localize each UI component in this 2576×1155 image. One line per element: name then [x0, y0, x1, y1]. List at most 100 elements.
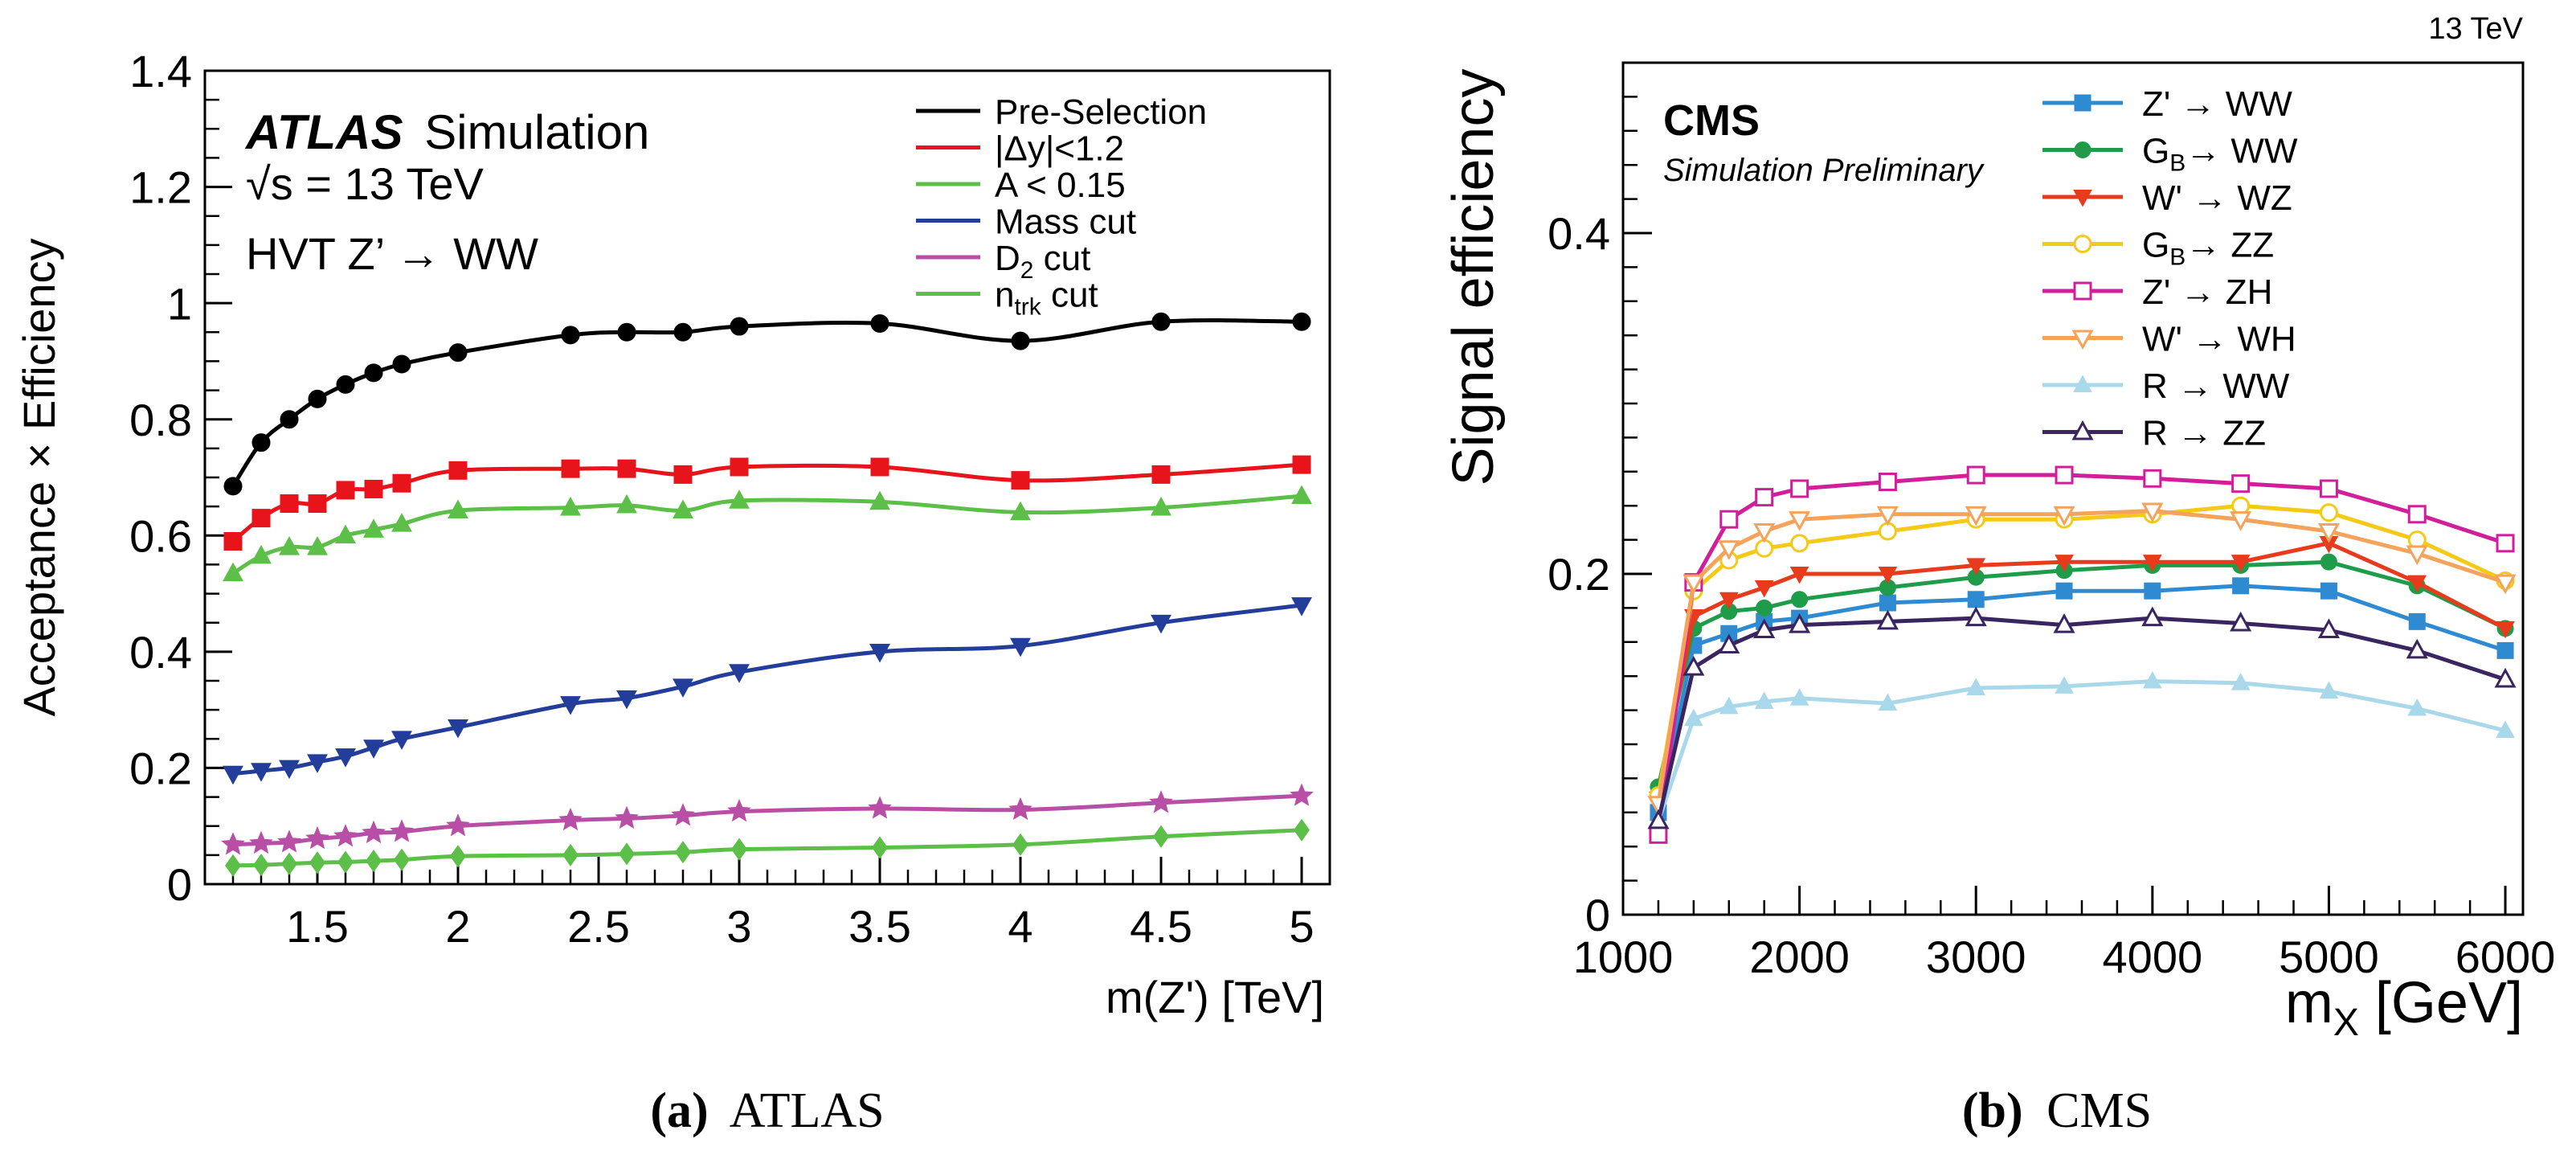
atlas-series-1-point — [561, 459, 580, 478]
cms-caption-label: (b) — [1962, 1083, 2023, 1138]
cms-series-4-point — [1878, 473, 1897, 492]
atlas-series-0-point — [223, 477, 243, 496]
cms-x-tick-label: 2000 — [1749, 932, 1850, 982]
atlas-series-2-point — [223, 562, 243, 582]
atlas-series-1-point — [617, 459, 636, 478]
atlas-series-1-point — [448, 461, 468, 480]
cms-legend-label-base: W' → WH — [2142, 319, 2296, 358]
atlas-series-4-point — [249, 830, 273, 854]
atlas-series-1-point — [251, 509, 271, 528]
cms-series-7-point — [2494, 667, 2517, 688]
atlas-x-tick-label: 4 — [1008, 901, 1032, 952]
atlas-series-4-point — [277, 829, 301, 853]
atlas-series-2-point — [448, 499, 468, 519]
cms-series-4-point — [2143, 469, 2162, 488]
atlas-legend-label-base: A < 0.15 — [995, 166, 1126, 205]
cms-legend-marker — [2073, 375, 2092, 392]
cms-series-4-point — [2055, 465, 2074, 485]
cms-legend-entry: W' → WH — [2042, 319, 2296, 358]
atlas-series-0-point — [1292, 312, 1311, 331]
atlas-series-2-point — [1291, 485, 1312, 504]
cms-series-7-point — [1965, 606, 1987, 627]
cms-series-0 — [1650, 577, 2514, 821]
cms-legend-label: W' → WZ — [2142, 178, 2292, 218]
cms-plot-frame — [1621, 61, 2525, 916]
cms-legend-label: R → ZZ — [2142, 413, 2266, 453]
atlas-series-1-point — [1292, 455, 1311, 474]
cms-legend-entry: R → WW — [2042, 367, 2290, 406]
cms-legend-label-sub: B — [2169, 244, 2186, 270]
atlas-x-axis-title: m(Z') [TeV] — [1106, 972, 1324, 1022]
atlas-series-4-point — [727, 799, 751, 822]
cms-series-0-point — [2320, 582, 2337, 600]
atlas-series-5-point — [1294, 818, 1310, 842]
atlas-panel: 1.5 2 2.5 3 3.5 4 4.5 5 0 0.2 0.4 0.6 0.8 1 1.2 1.4 Acc… — [14, 46, 1331, 1138]
atlas-series-1-point — [1151, 465, 1171, 484]
cms-series-7-point — [2317, 618, 2340, 638]
atlas-series-5-point — [1153, 825, 1169, 848]
atlas-legend-label-tail: cut — [1033, 239, 1090, 278]
cms-series-7-point — [2230, 611, 2252, 632]
atlas-series-3-point — [616, 690, 637, 710]
cms-series-6-line — [1656, 679, 2506, 822]
atlas-series-1 — [223, 455, 1311, 551]
atlas-series-5-point — [366, 850, 382, 873]
atlas-legend-entry: ntrk cut — [916, 275, 1098, 320]
atlas-series-1-point — [870, 457, 889, 477]
cms-x-tick-label: 5000 — [2279, 932, 2379, 982]
cms-series-6-point — [1966, 678, 1986, 696]
cms-series-5-point — [2494, 574, 2517, 595]
cms-series-5-point — [1876, 506, 1899, 526]
cms-series-4-point — [2407, 505, 2427, 524]
atlas-legend-label: D2 cut — [995, 239, 1090, 284]
atlas-y-tick-label: 1 — [167, 278, 192, 329]
atlas-series-2-point — [279, 536, 300, 555]
cms-series-5 — [1647, 502, 2517, 816]
cms-series-6 — [1649, 671, 2515, 829]
cms-series-2-point — [1789, 567, 1809, 584]
cms-legend-label: GB→ WW — [2142, 131, 2298, 176]
atlas-series-5-point — [309, 851, 325, 874]
cms-legend-marker — [2071, 420, 2094, 440]
atlas-series-3-point — [223, 765, 243, 785]
atlas-series-1-point — [673, 465, 693, 484]
atlas-series-4-point — [868, 796, 892, 819]
cms-series-5-point — [1965, 506, 1987, 526]
atlas-series-0-point — [336, 375, 355, 394]
atlas-series-4-point — [390, 819, 414, 842]
atlas-series-2-point — [869, 490, 890, 510]
atlas-y-tick-label: 1.4 — [129, 46, 192, 96]
atlas-series-4-point — [333, 824, 358, 847]
cms-legend-marker — [2073, 190, 2092, 207]
cms-legend-label: Z' → ZH — [2142, 272, 2272, 312]
atlas-legend-label-base: Mass cut — [995, 202, 1136, 241]
cms-x-tick-label: 4000 — [2103, 932, 2203, 982]
cms-series-6-point — [2407, 698, 2427, 716]
atlas-legend-entry: |Δy|<1.2 — [916, 129, 1124, 168]
atlas-series-3-point — [335, 748, 356, 768]
cms-series-4-point — [2231, 474, 2251, 494]
cms-series-2-point — [2230, 555, 2251, 572]
cms-series-0-point — [2496, 641, 2514, 659]
atlas-series-3-line — [232, 603, 1302, 776]
atlas-series-5-line — [232, 828, 1302, 868]
atlas-series-4-point — [1008, 797, 1032, 821]
cms-series-0-point — [1967, 591, 1985, 608]
atlas-series-0-point — [364, 363, 383, 383]
cms-caption-text: CMS — [2046, 1083, 2152, 1138]
atlas-series — [221, 312, 1314, 877]
atlas-series-5-point — [562, 843, 579, 866]
cms-series-5-point — [1753, 523, 1776, 543]
cms-series-7-point — [2141, 606, 2164, 627]
cms-legend-marker — [2073, 281, 2092, 301]
atlas-y-axis-title: Acceptance × Efficiency — [14, 238, 64, 716]
atlas-legend-label-base: n — [995, 275, 1014, 314]
atlas-series-4-point — [1149, 790, 1173, 813]
atlas-series-3-point — [448, 719, 468, 739]
cms-series-2-point — [2055, 555, 2074, 572]
atlas-series-4-point — [446, 813, 470, 837]
cms-series-7-point — [1789, 612, 1811, 633]
atlas-series-1-point — [1011, 471, 1030, 490]
